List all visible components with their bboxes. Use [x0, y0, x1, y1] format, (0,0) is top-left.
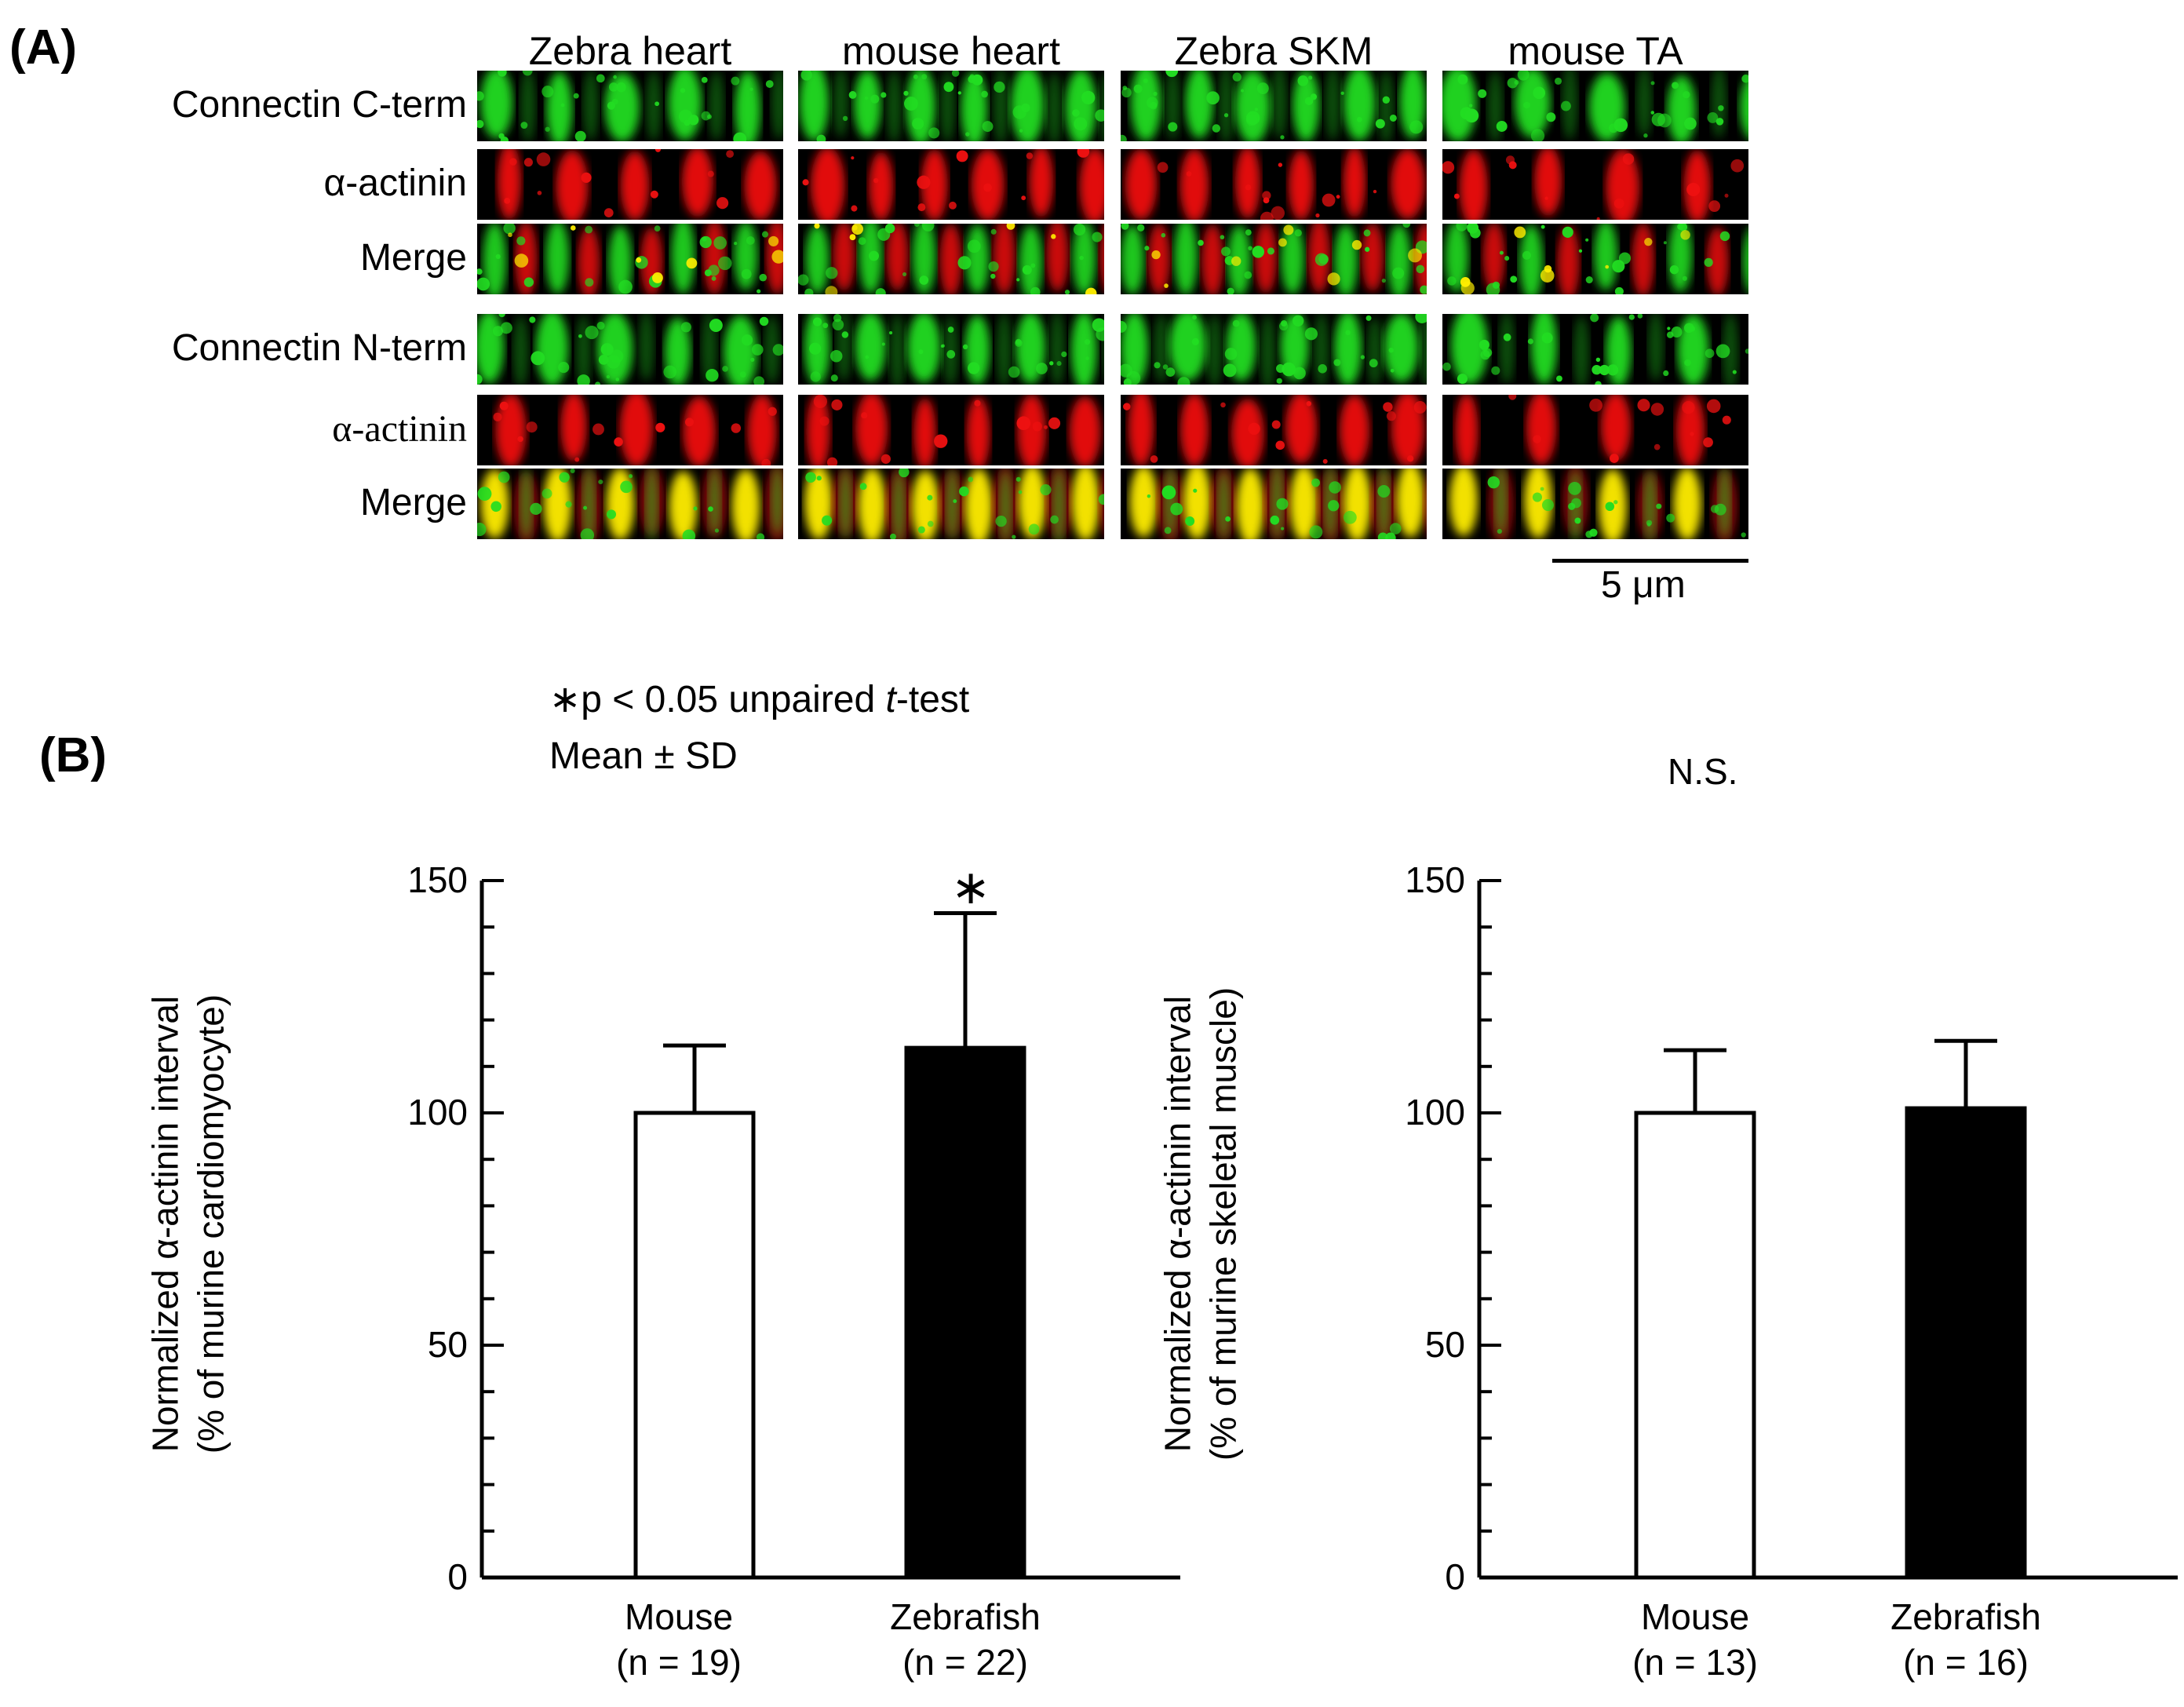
micrograph-tile [1442, 314, 1748, 385]
column-title: mouse heart [842, 29, 1060, 73]
bar-mouse [633, 1111, 756, 1580]
column-title: Zebra SKM [1174, 29, 1373, 73]
micrograph-tile [477, 71, 783, 141]
ns-label: N.S. [1668, 751, 1738, 792]
scale-bar-label: 5 μm [1601, 564, 1686, 606]
y-tick-label: 50 [427, 1324, 468, 1365]
stat-note-suffix: -test [895, 679, 970, 720]
micrograph-tile [1121, 224, 1427, 294]
micrograph-tile [1442, 395, 1748, 465]
x-category-label: Mouse (n = 13) [1577, 1595, 1813, 1685]
bar-mouse [1634, 1111, 1756, 1580]
x-category-label: Zebrafish (n = 16) [1848, 1595, 2084, 1685]
x-category-label: Mouse (n = 19) [561, 1595, 797, 1685]
row-label: α-actinin [323, 162, 467, 204]
stat-note: ∗p < 0.05 unpaired t-test [549, 681, 969, 719]
x-category-label: Zebrafish (n = 22) [848, 1595, 1083, 1685]
y-tick-label: 0 [1445, 1556, 1465, 1597]
category-sample-size: (n = 22) [902, 1641, 1028, 1683]
category-sample-size: (n = 19) [616, 1641, 742, 1683]
panel-a-label: (A) [9, 20, 78, 75]
stat-note-prefix: ∗p < 0.05 unpaired [549, 679, 886, 720]
y-tick-label: 50 [1424, 1324, 1465, 1365]
category-sample-size: (n = 16) [1903, 1641, 2029, 1683]
y-tick-label: 150 [407, 859, 468, 900]
category-name: Mouse [1640, 1596, 1750, 1637]
micrograph-tile [798, 224, 1104, 294]
micrograph-tile [477, 149, 783, 220]
micrograph-tile [477, 469, 783, 539]
y-tick-label: 150 [1405, 859, 1465, 900]
row-label: α-actinin [332, 408, 467, 450]
micrograph-tile [1121, 469, 1427, 539]
micrograph-tile [1121, 395, 1427, 465]
micrograph-tile [798, 395, 1104, 465]
micrograph-tile [798, 469, 1104, 539]
row-label: Connectin N-term [171, 327, 467, 369]
micrograph-tile [1442, 224, 1748, 294]
scale-bar [1552, 559, 1748, 563]
stat-note-test: t [885, 679, 896, 720]
mean-note: Mean ± SD [549, 735, 738, 777]
bar-zebrafish [904, 1045, 1026, 1580]
y-tick-label: 100 [1405, 1092, 1465, 1133]
micrograph-tile [1121, 71, 1427, 141]
micrograph-tile [1121, 149, 1427, 220]
y-axis-label: Normalized α-actinin interval (% of murin… [1156, 926, 1246, 1523]
category-name: Zebrafish [1890, 1596, 2041, 1637]
row-label: Merge [359, 237, 467, 279]
micrograph-tile [1442, 71, 1748, 141]
micrograph-tile [1121, 314, 1427, 385]
category-name: Mouse [624, 1596, 734, 1637]
category-sample-size: (n = 13) [1632, 1641, 1758, 1683]
y-tick-label: 0 [447, 1556, 468, 1597]
micrograph-tile [477, 224, 783, 294]
row-label: Merge [359, 482, 467, 523]
y-axis-label-line1: Normalized α-actinin interval [1157, 995, 1198, 1453]
micrograph-tile [1442, 149, 1748, 220]
micrograph-tile [477, 314, 783, 385]
micrograph-tile [798, 71, 1104, 141]
category-name: Zebrafish [890, 1596, 1041, 1637]
column-title: mouse TA [1508, 29, 1683, 73]
micrograph-tile [477, 395, 783, 465]
significance-marker: ∗ [951, 861, 991, 914]
micrograph-tile [1442, 469, 1748, 539]
y-axis-label-line2: (% of murine skeletal muscle) [1202, 987, 1243, 1461]
column-title: Zebra heart [528, 29, 732, 73]
micrograph-tile [798, 314, 1104, 385]
y-tick-label: 100 [407, 1092, 468, 1133]
row-label: Connectin C-term [171, 84, 467, 126]
bar-zebrafish [1905, 1106, 2027, 1580]
panel-b-label: (B) [39, 728, 108, 782]
micrograph-tile [798, 149, 1104, 220]
